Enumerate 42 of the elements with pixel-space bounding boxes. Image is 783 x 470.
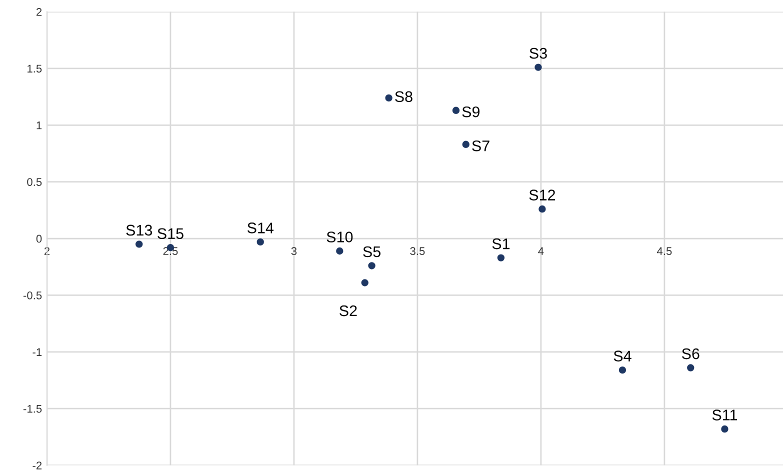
annotation: S1 — [492, 238, 510, 250]
point — [538, 205, 546, 213]
point — [497, 254, 505, 262]
point — [256, 238, 264, 246]
point — [462, 140, 470, 148]
point — [368, 262, 376, 270]
point — [618, 366, 626, 374]
x-tick-label: 3 — [291, 247, 297, 256]
y-tick-label: 1.5 — [28, 64, 42, 73]
annotation: S2 — [340, 305, 357, 316]
y-tick-label: -0.5 — [23, 291, 42, 300]
point — [385, 94, 392, 102]
point — [336, 247, 344, 255]
annotation: S7 — [472, 140, 490, 152]
y-tick-label: 0 — [36, 234, 42, 243]
annotation: S9 — [462, 106, 480, 118]
annotation: S4 — [614, 350, 632, 362]
annotation: S11 — [712, 410, 737, 420]
annotation: S12 — [529, 190, 556, 200]
annotation: S6 — [682, 348, 700, 360]
y-tick-label: 2 — [36, 8, 42, 16]
annotation: S8 — [395, 91, 412, 102]
annotation: S13 — [126, 224, 152, 236]
y-tick-label: -1 — [32, 348, 42, 356]
point — [135, 240, 143, 248]
y-tick-label: -2 — [32, 462, 42, 470]
x-tick-label: 4 — [538, 247, 544, 255]
y-tick-label: -1.5 — [23, 404, 42, 413]
point — [361, 279, 368, 286]
x-tick-label: 3.5 — [410, 247, 425, 256]
point — [534, 64, 542, 71]
y-tick-label: 0.5 — [27, 178, 42, 186]
annotation: S3 — [530, 48, 547, 59]
annotation: S14 — [247, 222, 274, 234]
annotation: S10 — [326, 232, 353, 242]
x-tick-label: 4.5 — [656, 247, 672, 256]
annotation: S15 — [158, 228, 184, 240]
point — [452, 106, 460, 114]
annotation: S5 — [363, 246, 380, 258]
point — [721, 425, 728, 433]
y-tick-label: 1 — [36, 122, 42, 130]
point — [687, 364, 694, 372]
